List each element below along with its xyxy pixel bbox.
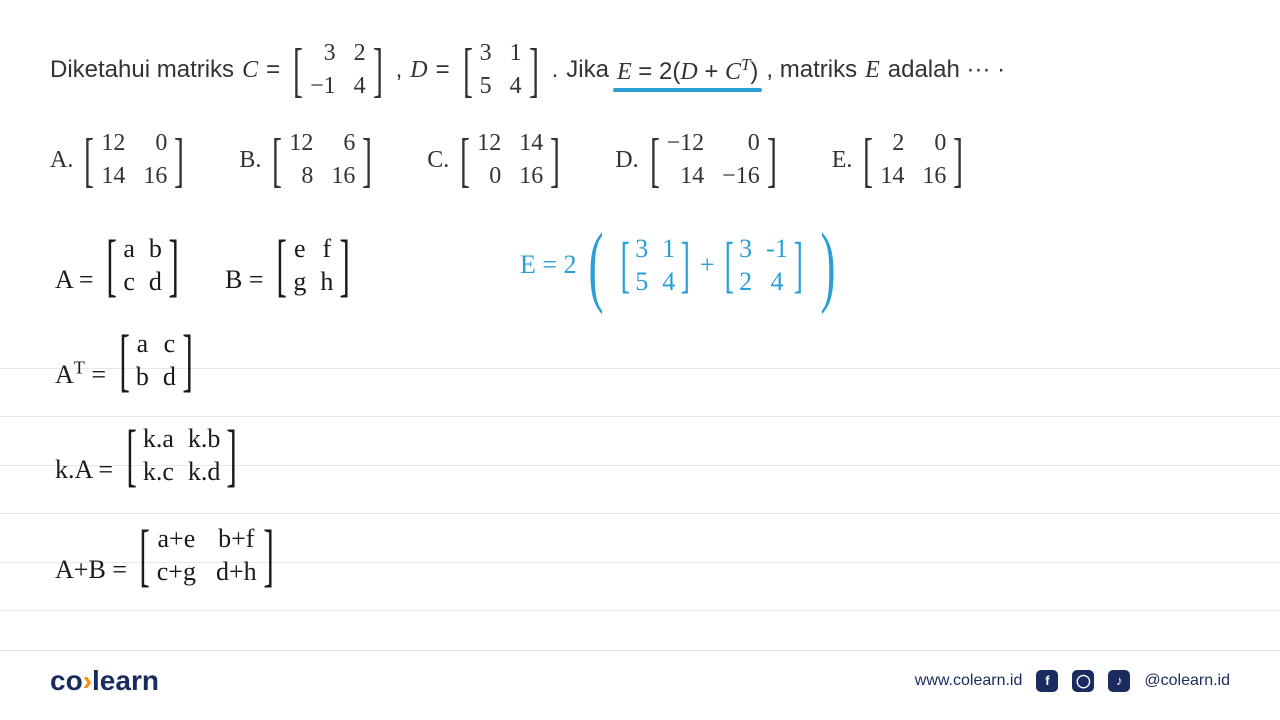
q-comma1: , — [396, 56, 403, 84]
q-prefix: Diketahui matriks — [50, 56, 234, 84]
q-suffix2: adalah ··· · — [888, 56, 1005, 84]
footer-url: www.colearn.id — [915, 672, 1023, 690]
question-text: Diketahui matriks C = [ 3 2 −1 4 ] , D =… — [50, 40, 1230, 100]
option-B: B. [ 126 816 ] — [239, 130, 377, 190]
footer: co›learn www.colearn.id f ◯ ♪ @colearn.i… — [0, 650, 1280, 720]
facebook-icon: f — [1036, 670, 1058, 692]
instagram-icon: ◯ — [1072, 670, 1094, 692]
q-D: D — [410, 57, 427, 84]
options-row: A. [ 120 1416 ] B. [ 126 816 ] C — [50, 130, 1230, 190]
q-period: . — [552, 56, 559, 84]
q-C: C — [242, 57, 258, 84]
q-eq2: = — [436, 56, 450, 84]
q-suffix1: , matriks — [766, 56, 857, 84]
option-E: E. [ 20 1416 ] — [832, 130, 969, 190]
matrix-D: [ 3 1 5 4 ] — [458, 40, 544, 100]
matrix-C: [ 3 2 −1 4 ] — [288, 40, 388, 100]
hw-B-def: B = [ ef gh ] — [225, 235, 357, 296]
hw-AT-def: AT = [ ac bd ] — [55, 330, 199, 391]
hw-kA-def: k.A = [ k.ak.b k.ck.d ] — [55, 425, 244, 486]
option-D: D. [ −120 14−16 ] — [615, 130, 781, 190]
option-C: C. [ 1214 016 ] — [427, 130, 565, 190]
footer-handle: @colearn.id — [1144, 672, 1230, 690]
option-A: A. [ 120 1416 ] — [50, 130, 189, 190]
q-E: E — [865, 57, 880, 84]
hw-E-calc: E = 2 ( [ 31 54 ] + [ 3-1 24 ] ) — [520, 235, 842, 296]
q-jika: Jika — [566, 56, 609, 84]
q-E-expr: E = 2(D + CT) — [617, 55, 758, 86]
hw-A-def: A = [ ab cd ] — [55, 235, 185, 296]
q-eq1: = — [266, 56, 280, 84]
logo: co›learn — [50, 665, 159, 697]
hw-AplusB-def: A+B = [ a+eb+f c+gd+h ] — [55, 525, 280, 586]
tiktok-icon: ♪ — [1108, 670, 1130, 692]
footer-right: www.colearn.id f ◯ ♪ @colearn.id — [915, 670, 1230, 692]
